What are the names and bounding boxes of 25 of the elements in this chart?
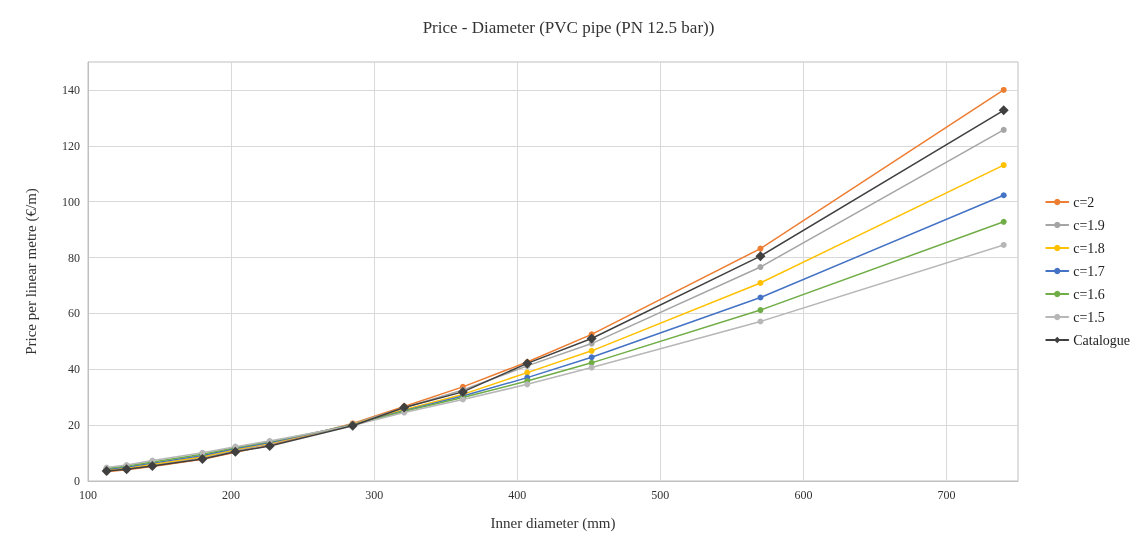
x-tick-label: 500 — [651, 488, 670, 502]
y-tick-label: 0 — [74, 474, 80, 488]
legend-label: c=1.7 — [1073, 263, 1105, 279]
y-tick-label: 60 — [68, 306, 80, 321]
chart-title: Price - Diameter (PVC pipe (PN 12.5 bar)) — [422, 18, 715, 37]
legend-label: c=1.8 — [1073, 240, 1105, 256]
x-tick-label: 200 — [222, 488, 241, 502]
y-tick-label: 20 — [68, 418, 80, 433]
legend-label: c=1.9 — [1073, 217, 1105, 233]
x-tick-label: 700 — [937, 488, 956, 502]
legend-label: c=1.6 — [1073, 286, 1105, 302]
y-tick-label: 140 — [62, 82, 80, 97]
x-tick-label: 300 — [365, 488, 384, 502]
x-axis-title: Inner diameter (mm) — [490, 514, 616, 532]
x-tick-label: 400 — [508, 488, 527, 502]
y-axis-title: Price per linear metre (€/m) — [22, 188, 40, 355]
legend-label: c=2 — [1073, 194, 1095, 210]
x-tick-label: 600 — [794, 488, 813, 502]
legend-label: c=1.5 — [1073, 309, 1105, 325]
y-tick-label: 80 — [68, 250, 80, 265]
y-tick-label: 120 — [62, 138, 80, 153]
y-tick-label: 40 — [68, 362, 80, 377]
y-tick-label: 100 — [62, 194, 80, 209]
x-tick-label: 100 — [79, 488, 97, 502]
legend-label: Catalogue — [1073, 332, 1131, 348]
